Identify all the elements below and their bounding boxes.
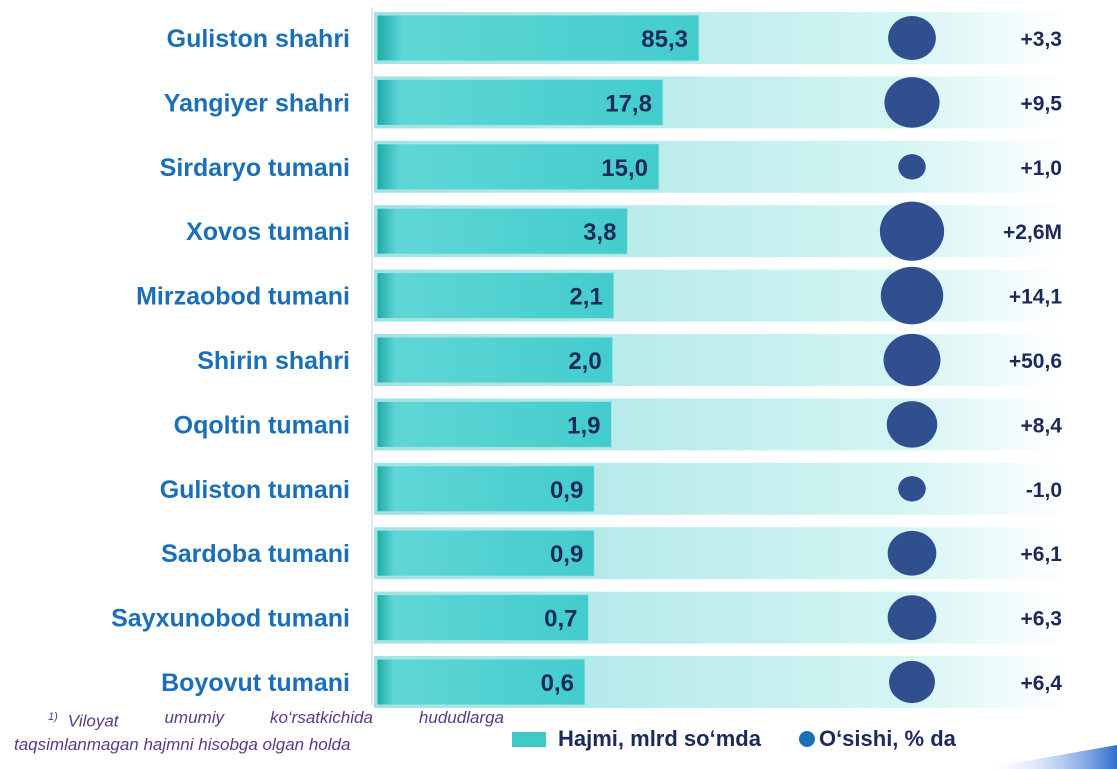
footnote-word: umumiy <box>164 708 224 727</box>
volume-value-label: 15,0 <box>601 155 648 182</box>
volume-value-label: 0,9 <box>550 477 583 504</box>
volume-bar <box>376 658 586 706</box>
chart-rows: Guliston shahri 85,3 +3,3 Yangiyer shahri 17… <box>111 12 1066 708</box>
category-label: Xovos tumani <box>186 218 350 246</box>
growth-value-label: +2,6M <box>1003 221 1062 244</box>
volume-bar <box>376 400 613 448</box>
growth-bubble <box>884 77 940 128</box>
growth-value-label: +3,3 <box>1021 28 1062 51</box>
growth-value-label: +1,0 <box>1021 157 1062 180</box>
legend-bubble-swatch <box>798 731 815 747</box>
footnote: 1) Viloyat umumiy ko‘rsatkichida hududlar… <box>14 706 504 756</box>
legend-volume-label: Hajmi, mlrd so‘mda <box>558 726 761 751</box>
category-label: Shirin shahri <box>197 347 350 375</box>
growth-value-label: +14,1 <box>1009 286 1062 309</box>
growth-bubble <box>880 266 944 325</box>
growth-value-label: +6,4 <box>1021 672 1063 695</box>
category-label: Sirdaryo tumani <box>160 154 350 182</box>
volume-bar <box>376 594 590 642</box>
category-label: Boyovut tumani <box>161 669 350 697</box>
volume-bar <box>376 336 614 384</box>
volume-bar <box>376 78 664 126</box>
growth-bubble <box>887 530 937 576</box>
footnote-word: Viloyat <box>67 711 119 731</box>
growth-bubble <box>887 595 937 640</box>
volume-value-label: 0,9 <box>550 541 583 568</box>
growth-value-label: +9,5 <box>1021 92 1063 115</box>
category-label: Oqoltin tumani <box>174 411 350 439</box>
corner-accent <box>980 745 1117 769</box>
volume-bar <box>376 14 700 62</box>
growth-value-label: +6,1 <box>1021 543 1063 566</box>
growth-value-label: +50,6 <box>1009 350 1062 373</box>
growth-bubble <box>879 201 945 261</box>
growth-value-label: +8,4 <box>1021 414 1063 437</box>
volume-value-label: 0,7 <box>544 606 577 633</box>
growth-value-label: +6,3 <box>1021 608 1062 631</box>
volume-bar <box>376 529 595 577</box>
category-label: Guliston shahri <box>167 25 350 53</box>
volume-value-label: 1,9 <box>567 412 600 439</box>
volume-value-label: 0,6 <box>541 670 574 697</box>
volume-value-label: 2,1 <box>569 284 602 311</box>
legend: Hajmi, mlrd so‘mda O‘sishi, % da <box>512 726 956 752</box>
footnote-marker: 1) <box>48 711 58 723</box>
footnote-line2: taqsimlanmagan hajmni hisobga olgan hold… <box>14 734 351 754</box>
growth-value-label: -1,0 <box>1026 479 1062 502</box>
volume-value-label: 17,8 <box>605 90 652 117</box>
volume-bar <box>376 272 615 320</box>
growth-bubble <box>883 333 941 387</box>
category-label: Guliston tumani <box>160 476 350 504</box>
volume-value-label: 3,8 <box>583 219 616 246</box>
growth-bubble <box>898 154 926 180</box>
category-label: Sardoba tumani <box>161 540 350 568</box>
growth-bubble <box>886 401 938 448</box>
footnote-word: ko‘rsatkichida <box>269 708 373 727</box>
footnote-word: hududlarga <box>418 708 504 727</box>
volume-bar <box>376 207 628 255</box>
volume-value-label: 2,0 <box>568 348 601 375</box>
growth-bubble <box>898 476 926 502</box>
growth-bubble <box>889 660 935 704</box>
growth-bubble <box>888 16 936 60</box>
volume-bar <box>376 465 595 513</box>
volume-value-label: 85,3 <box>641 26 688 53</box>
legend-growth-label: O‘sishi, % da <box>818 726 956 751</box>
volume-bar <box>376 143 660 191</box>
legend-bar-swatch <box>512 731 546 747</box>
category-label: Sayxunobod tumani <box>111 605 350 633</box>
footnote-line1: 1) Viloyat umumiy ko‘rsatkichida hududlar… <box>14 706 504 733</box>
category-label: Yangiyer shahri <box>164 89 350 117</box>
category-label: Mirzaobod tumani <box>136 283 350 311</box>
